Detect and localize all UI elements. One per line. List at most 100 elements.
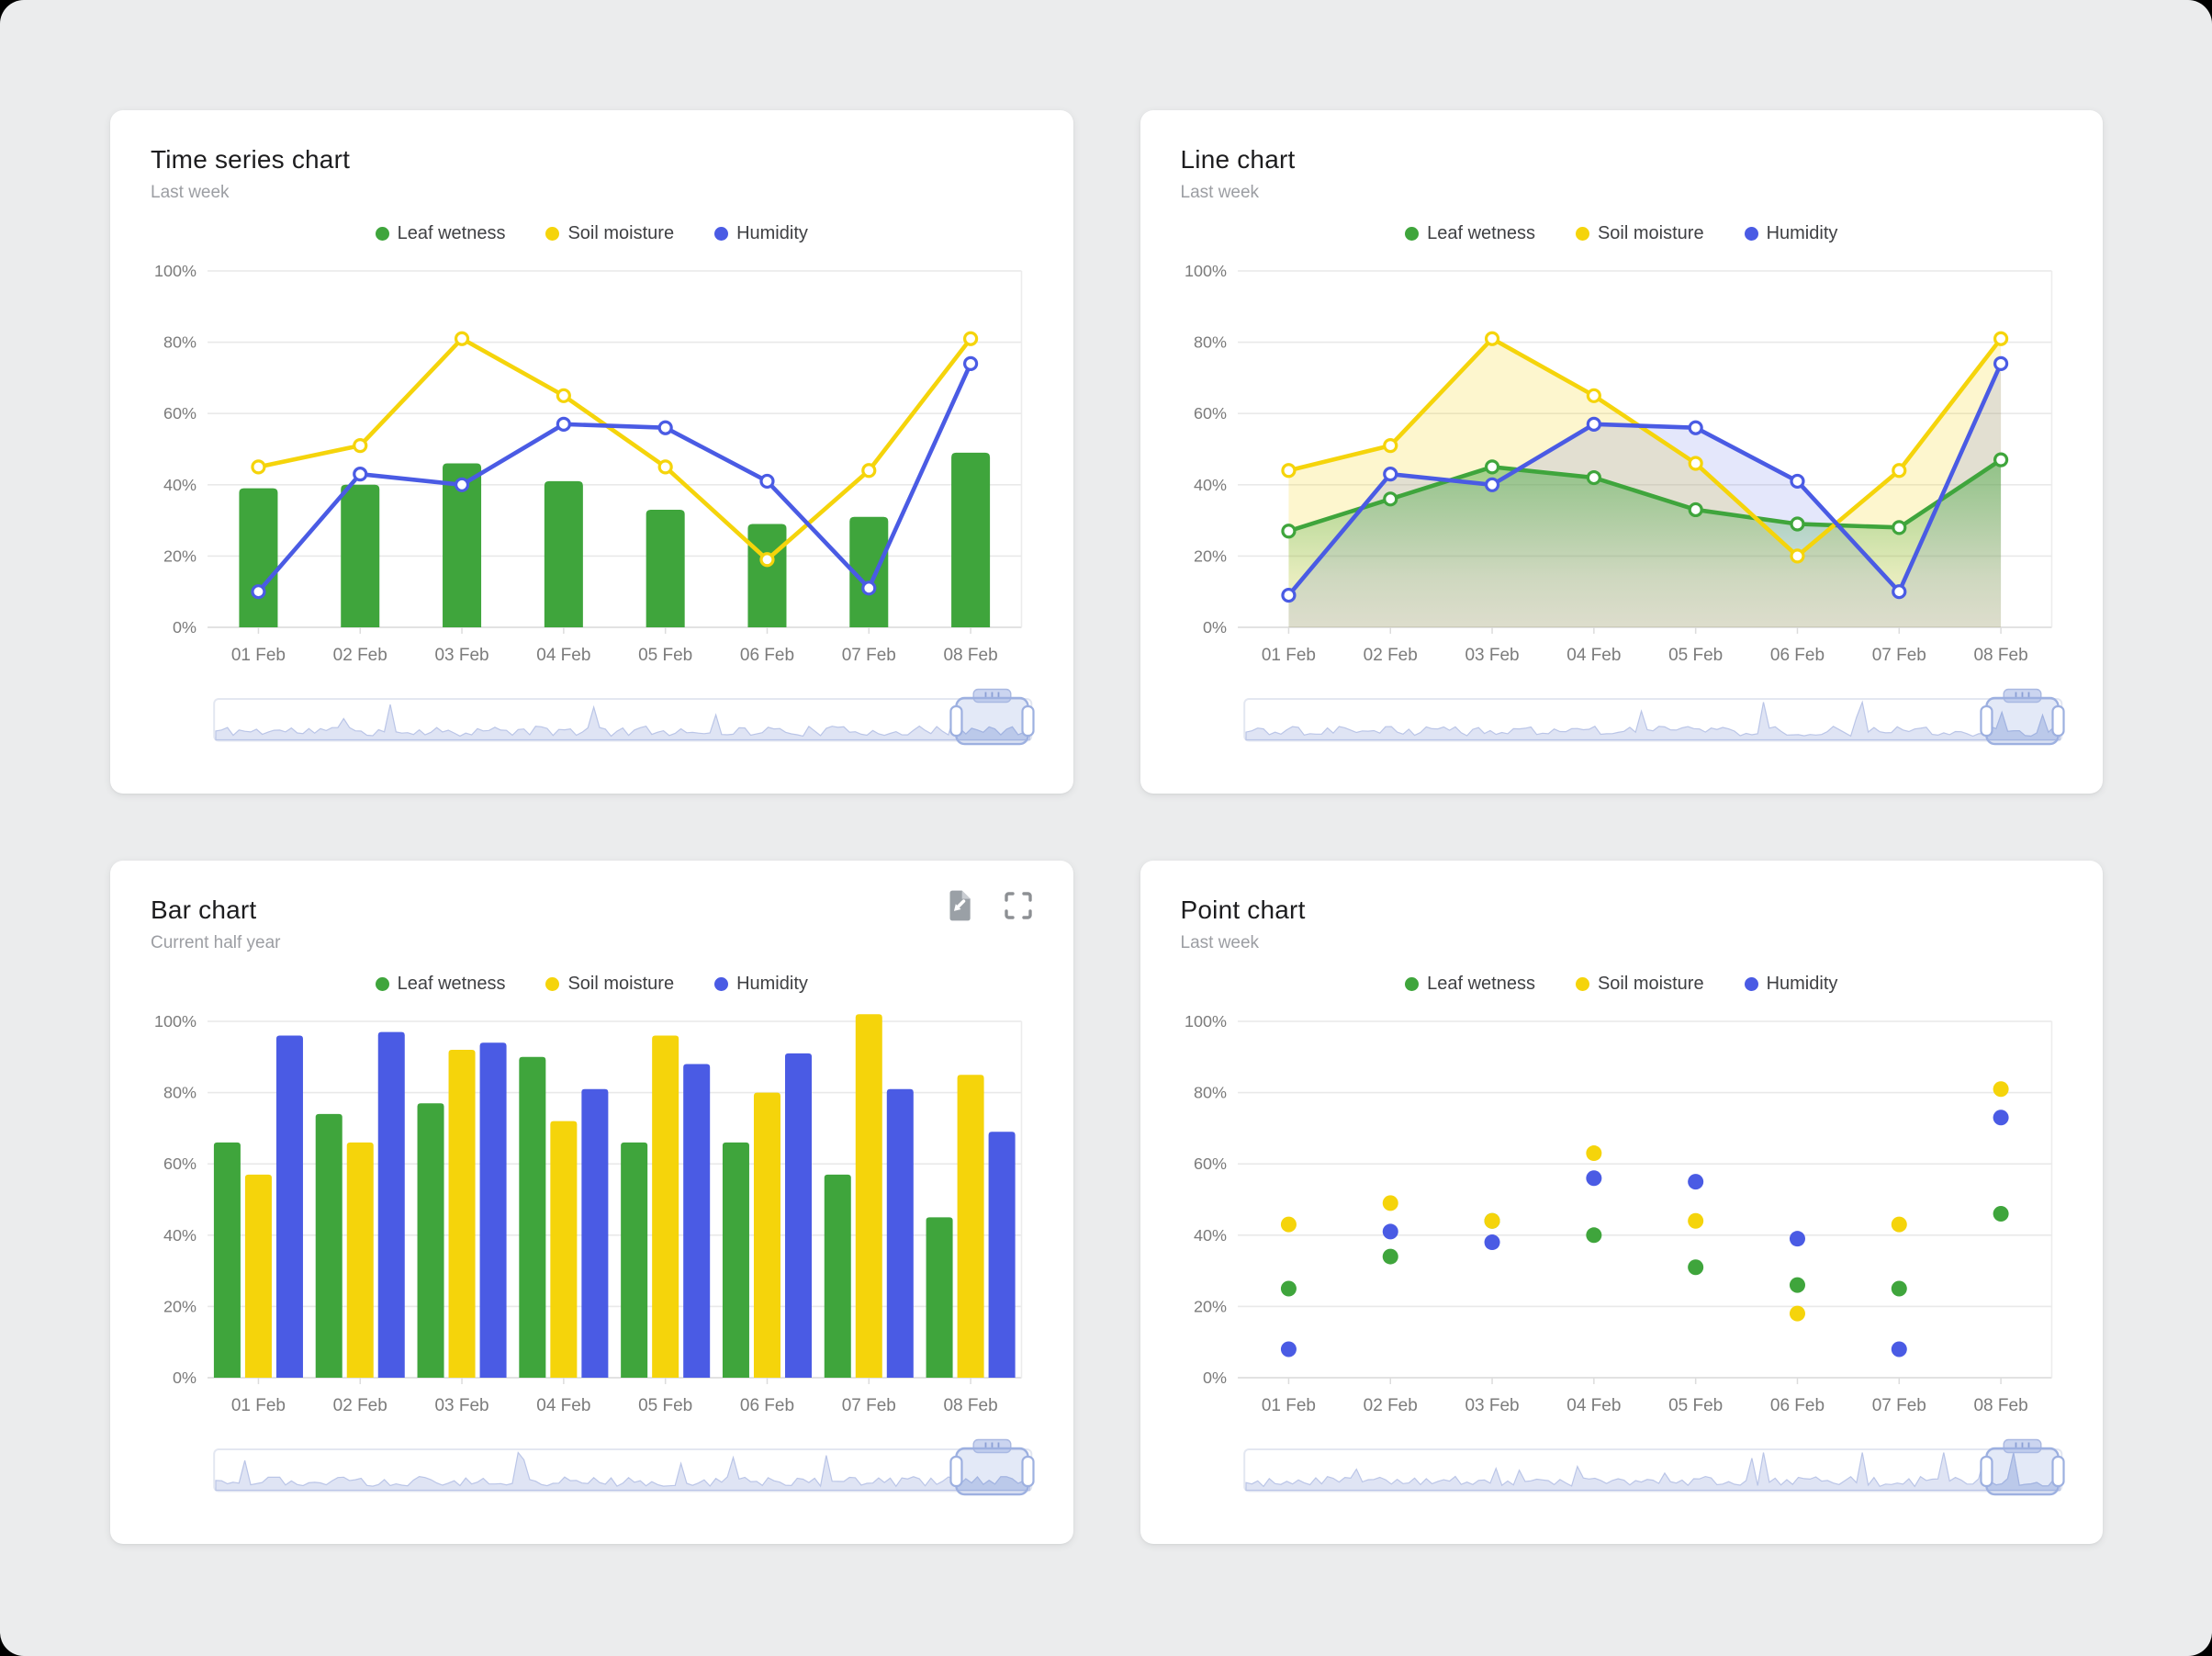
marker-humidity	[657, 420, 673, 435]
svg-text:100%: 100%	[154, 262, 196, 280]
marker-leaf-wetness	[1382, 491, 1398, 507]
navigator-handle-left[interactable]	[1979, 1455, 1993, 1488]
marker-soil-moisture	[1484, 331, 1499, 346]
legend-label: Soil moisture	[567, 222, 675, 243]
bar-leaf-wetness	[747, 524, 787, 627]
legend-item-soil-moisture[interactable]: Soil moisture	[545, 223, 674, 244]
legend-dot-icon	[1575, 226, 1589, 241]
bar-leaf-wetness	[315, 1113, 342, 1378]
point-humidity	[1280, 1341, 1297, 1357]
svg-text:100%: 100%	[154, 1012, 196, 1031]
legend-label: Humidity	[736, 222, 808, 243]
navigator-handle-left[interactable]	[949, 704, 963, 738]
bar-soil-moisture	[346, 1142, 374, 1378]
legend-item-soil-moisture[interactable]: Soil moisture	[1575, 222, 1704, 244]
chart-navigator[interactable]	[213, 688, 1035, 752]
navigator-selection[interactable]	[955, 1447, 1029, 1496]
point-leaf-wetness	[1280, 1280, 1297, 1297]
chart-navigator[interactable]	[213, 1438, 1035, 1503]
chart-navigator[interactable]	[1242, 1438, 2065, 1503]
svg-text:03 Feb: 03 Feb	[434, 1396, 488, 1415]
bar-leaf-wetness	[824, 1174, 851, 1378]
svg-text:07 Feb: 07 Feb	[842, 646, 896, 665]
legend-item-humidity[interactable]: Humidity	[1744, 974, 1837, 995]
time-series-chart-plot[interactable]: 0% 20% 40% 60% 80% 100% 01 Feb 02 Feb 03 Feb 04 F…	[151, 251, 1033, 682]
point-leaf-wetness	[1993, 1206, 2009, 1222]
navigator-selected-sparkline	[1985, 710, 2058, 741]
chart-legend: Leaf wetness Soil moisture Humidity	[151, 970, 1033, 997]
navigator-handle-left[interactable]	[949, 1455, 963, 1488]
marker-soil-moisture	[962, 331, 979, 346]
marker-humidity	[1382, 467, 1398, 482]
navigator-handle-right[interactable]	[2050, 704, 2065, 738]
navigator-handle-right[interactable]	[2050, 1455, 2065, 1488]
line-humidity	[256, 361, 973, 594]
svg-text:08 Feb: 08 Feb	[944, 646, 998, 665]
svg-text:03 Feb: 03 Feb	[1465, 646, 1519, 665]
point-leaf-wetness	[1891, 1280, 1907, 1297]
navigator-wrap	[1242, 1438, 2065, 1503]
fullscreen-button[interactable]	[998, 885, 1039, 926]
navigator-selection[interactable]	[1984, 696, 2060, 746]
svg-text:05 Feb: 05 Feb	[638, 646, 692, 665]
svg-text:04 Feb: 04 Feb	[536, 646, 590, 665]
line-chart-plot[interactable]: 0% 20% 40% 60% 80% 100% 01 Feb 02 Feb 03 Feb 04 F…	[1181, 251, 2063, 682]
legend-dot-icon	[714, 976, 729, 991]
svg-text:20%: 20%	[163, 1297, 196, 1315]
marker-leaf-wetness	[1280, 524, 1297, 539]
panel-title: Bar chart	[151, 896, 257, 924]
bar-humidity	[479, 1042, 507, 1378]
legend-item-soil-moisture[interactable]: Soil moisture	[545, 974, 674, 995]
legend-item-humidity[interactable]: Humidity	[714, 223, 808, 244]
legend-item-leaf-wetness[interactable]: Leaf wetness	[375, 223, 505, 244]
marker-humidity	[1688, 420, 1703, 435]
bar-leaf-wetness	[646, 509, 685, 627]
point-leaf-wetness	[1789, 1277, 1805, 1293]
bar-humidity	[377, 1031, 405, 1378]
file-export-icon	[949, 890, 971, 921]
svg-text:06 Feb: 06 Feb	[1769, 1396, 1824, 1415]
marker-soil-moisture	[1688, 456, 1703, 471]
legend-label: Leaf wetness	[397, 973, 506, 994]
legend-label: Soil moisture	[1597, 222, 1704, 243]
svg-text:0%: 0%	[1203, 1369, 1227, 1387]
legend-item-leaf-wetness[interactable]: Leaf wetness	[1405, 223, 1535, 244]
point-chart-plot[interactable]: 0% 20% 40% 60% 80% 100% 01 Feb 02 Feb 03 Feb 04 F…	[1181, 1001, 2063, 1433]
bar-leaf-wetness	[951, 452, 991, 627]
legend-item-leaf-wetness[interactable]: Leaf wetness	[375, 973, 506, 995]
marker-leaf-wetness	[1789, 516, 1805, 532]
navigator-handle-right[interactable]	[1021, 704, 1035, 738]
file-export-button[interactable]	[938, 884, 980, 927]
bar-leaf-wetness	[849, 516, 889, 627]
panel-title: Point chart	[1180, 896, 1306, 924]
legend-item-soil-moisture[interactable]: Soil moisture	[1575, 974, 1704, 995]
navigator-selection[interactable]	[955, 696, 1029, 746]
navigator-wrap	[1242, 688, 2065, 752]
svg-text:40%: 40%	[163, 476, 196, 494]
svg-text:08 Feb: 08 Feb	[1973, 646, 2027, 665]
svg-text:02 Feb: 02 Feb	[1363, 646, 1417, 665]
marker-soil-moisture	[1891, 463, 1906, 479]
navigator-selection[interactable]	[1984, 1447, 2060, 1496]
bar-humidity	[275, 1035, 303, 1378]
legend-item-humidity[interactable]: Humidity	[1744, 223, 1837, 244]
svg-text:0%: 0%	[1203, 618, 1227, 636]
chart-legend: Leaf wetness Soil moisture Humidity	[1181, 220, 2063, 247]
svg-text:03 Feb: 03 Feb	[434, 646, 488, 665]
line-soil-moisture	[256, 336, 973, 562]
navigator-handle-left[interactable]	[1979, 704, 1993, 738]
svg-text:06 Feb: 06 Feb	[1769, 646, 1824, 665]
bar-chart-plot[interactable]: 0% 20% 40% 60% 80% 100% 01 Feb 02 Feb 03 Feb 04 F…	[151, 1001, 1033, 1433]
navigator-wrap	[213, 1438, 1035, 1503]
legend-item-leaf-wetness[interactable]: Leaf wetness	[1405, 974, 1535, 995]
marker-humidity	[1586, 416, 1601, 432]
legend-dot-icon	[1744, 976, 1758, 991]
svg-text:0%: 0%	[173, 1369, 196, 1387]
svg-text:07 Feb: 07 Feb	[842, 1396, 896, 1415]
legend-item-humidity[interactable]: Humidity	[714, 974, 808, 995]
svg-text:60%: 60%	[163, 1155, 196, 1173]
point-leaf-wetness	[1382, 1248, 1398, 1265]
navigator-handle-right[interactable]	[1021, 1455, 1035, 1488]
chart-navigator[interactable]	[1242, 688, 2065, 752]
